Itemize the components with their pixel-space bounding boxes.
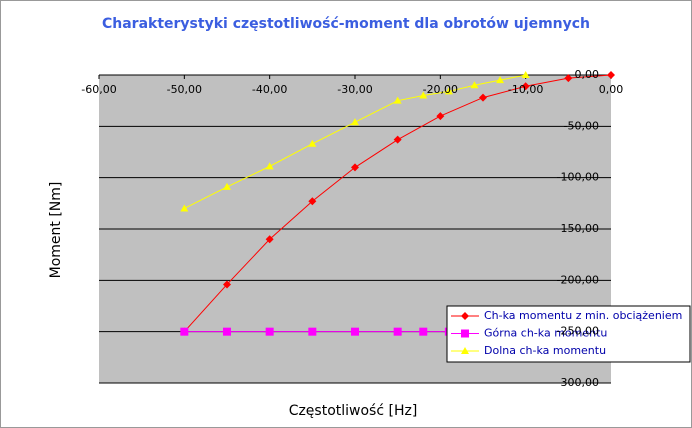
point	[265, 162, 274, 170]
point	[436, 112, 445, 121]
y-tick-label: -150,00	[557, 222, 599, 235]
point	[351, 163, 359, 172]
point	[351, 327, 359, 336]
y-tick-label: -100,00	[557, 171, 599, 184]
point	[180, 204, 189, 212]
legend-marker	[461, 329, 469, 338]
point	[564, 74, 573, 83]
x-tick-label: -10,00	[508, 83, 543, 96]
point	[223, 327, 231, 336]
point	[393, 327, 402, 336]
chart-title: Charakterystyki częstotliwość-moment dla…	[102, 16, 590, 32]
legend-label: Dolna ch-ka momentu	[484, 344, 606, 357]
point	[265, 235, 274, 244]
point	[393, 96, 402, 104]
x-tick-label: 0,00	[599, 83, 624, 96]
y-tick-label: 0,00	[575, 68, 600, 81]
y-axis-title: Moment [Nm]	[48, 182, 64, 279]
legend-marker	[461, 312, 469, 320]
point	[308, 327, 317, 336]
point	[180, 327, 189, 336]
x-tick-label: -30,00	[337, 83, 372, 96]
y-tick-label: -50,00	[564, 119, 599, 132]
y-tick-label: -250,00	[557, 325, 599, 338]
x-tick-label: -20,00	[423, 83, 458, 96]
point	[223, 182, 231, 190]
x-tick-label: -50,00	[167, 83, 202, 96]
x-axis-title: Częstotliwość [Hz]	[289, 403, 418, 419]
point	[419, 327, 428, 336]
point	[496, 76, 505, 84]
point	[419, 91, 428, 99]
point	[308, 139, 317, 147]
legend-label: Ch-ka momentu z min. obciążeniem	[484, 309, 682, 322]
point	[351, 118, 359, 126]
x-tick-label: -60,00	[81, 83, 116, 96]
legend-box	[446, 305, 691, 363]
legend-marker	[461, 347, 469, 354]
point	[223, 280, 231, 289]
point	[521, 71, 530, 78]
point	[308, 197, 317, 206]
point	[393, 135, 402, 144]
point	[444, 87, 453, 95]
y-tick-label: -200,00	[557, 273, 599, 286]
y-tick-label: -300,00	[557, 376, 599, 389]
point	[265, 327, 274, 336]
point	[479, 93, 487, 102]
point	[521, 82, 530, 91]
legend-label: Górna ch-ka momentu	[484, 327, 607, 340]
point	[607, 71, 615, 79]
x-tick-label: -40,00	[252, 83, 287, 96]
point	[470, 81, 479, 89]
